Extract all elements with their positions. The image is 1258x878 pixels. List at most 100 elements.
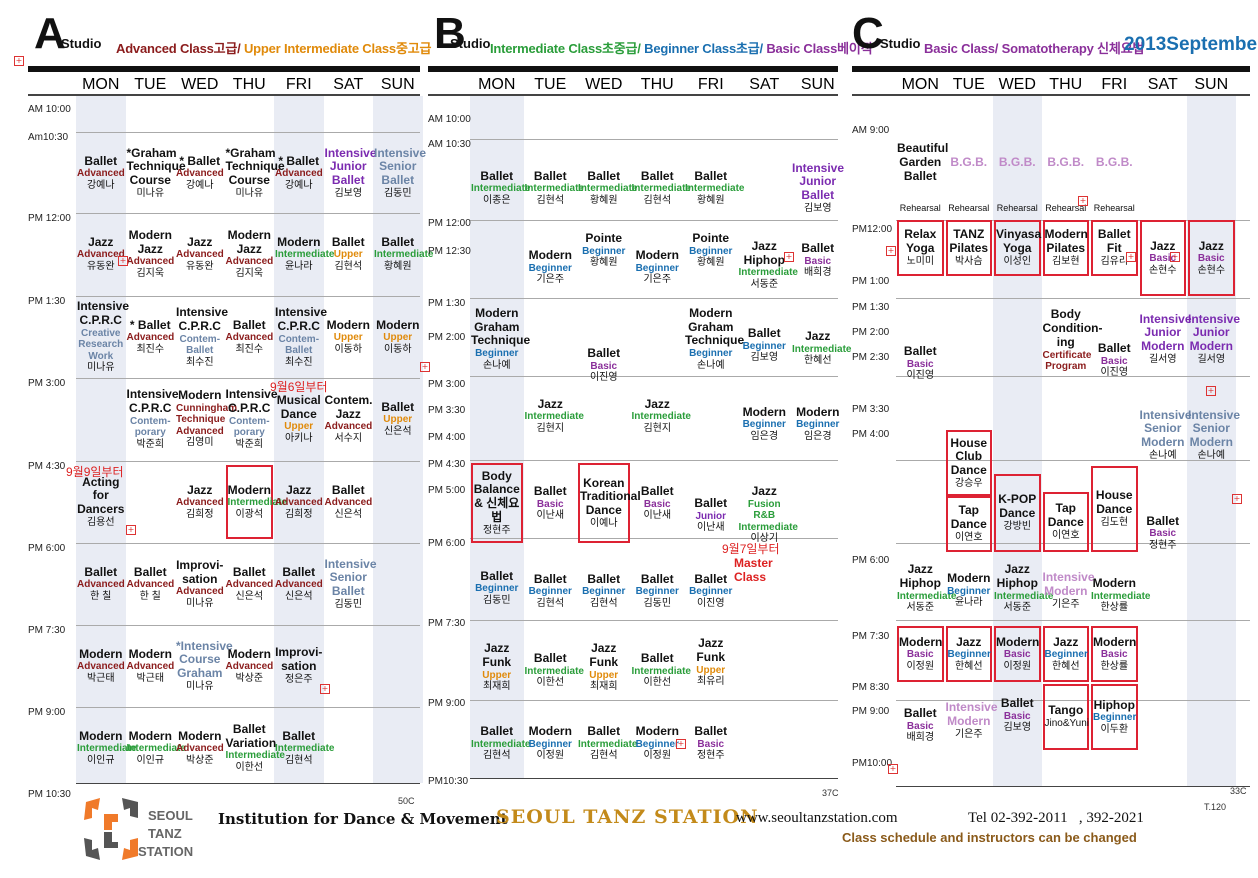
class-cell[interactable]: Ballet Basic 이진영 <box>897 336 944 391</box>
class-cell[interactable]: Modern Upper 이동하 <box>374 300 422 374</box>
class-cell[interactable]: Ballet Intermediate 황혜원 <box>685 158 744 218</box>
class-cell[interactable]: Improvi- sation Advanced 미나유 <box>176 547 224 621</box>
class-cell[interactable]: Jazz Hiphop Intermediate 서동준 <box>739 230 798 300</box>
class-cell[interactable]: Ballet Intermediate 김현석 <box>578 716 637 771</box>
class-cell[interactable]: Pointe Beginner 황혜원 <box>578 223 630 278</box>
class-cell[interactable]: Ballet Intermediate 김현석 <box>525 158 584 218</box>
class-cell[interactable]: Modern Beginner 임은경 <box>739 399 791 449</box>
class-cell[interactable]: Modern Advanced 박상준 <box>226 629 274 703</box>
class-cell[interactable]: Intensive Junior Ballet 김보영 <box>792 153 844 223</box>
class-cell[interactable]: Hiphop Beginner 이두환 <box>1091 684 1138 750</box>
class-cell[interactable]: Modern Intermediate 한상률 <box>1091 568 1150 623</box>
class-cell[interactable]: Ballet Intermediate 이한선 <box>525 643 584 698</box>
class-cell[interactable]: *Graham Technique Course 미나유 <box>226 136 285 210</box>
class-cell[interactable]: Modern Beginner 윤나라 <box>946 563 993 618</box>
class-cell[interactable]: Intensive Junior Modern 길서영 <box>1140 304 1192 374</box>
class-cell[interactable]: Ballet Basic 이진영 <box>578 343 630 388</box>
class-cell[interactable]: Jazz Beginner 한혜선 <box>1042 626 1089 682</box>
class-cell[interactable]: Ballet Junior 이난새 <box>685 488 737 543</box>
class-cell[interactable]: Rehearsal <box>946 201 993 215</box>
class-cell[interactable]: *Graham Technique Course 미나유 <box>127 136 186 210</box>
class-cell[interactable]: Rehearsal <box>897 201 944 215</box>
class-cell[interactable]: Jazz Funk Upper 최재희 <box>471 635 523 700</box>
class-cell[interactable]: Ballet Advanced 신은석 <box>325 465 373 539</box>
class-cell[interactable]: Ballet Intermediate 황혜원 <box>374 217 433 291</box>
class-cell[interactable]: House Club Dance 강승우 <box>945 430 992 496</box>
class-cell[interactable]: Intensive Senior Modern 손나예 <box>1188 400 1240 470</box>
class-cell[interactable]: Modern Beginner 기은주 <box>525 240 577 295</box>
class-cell[interactable]: Modern Graham Technique Beginner 손나예 <box>471 304 530 374</box>
class-cell[interactable]: Relax Yoga 노미미 <box>897 220 944 276</box>
class-cell[interactable]: Ballet Advanced 최진수 <box>226 300 274 374</box>
class-cell[interactable]: Jazz Intermediate 김현지 <box>632 386 691 446</box>
website-link[interactable]: www.seoultanzstation.com <box>736 810 898 826</box>
class-cell[interactable]: Tap Dance 이연호 <box>945 496 992 552</box>
class-cell[interactable]: Modern Beginner 이정원 <box>525 716 577 771</box>
class-cell[interactable]: Jazz Hiphop Intermediate 서동준 <box>897 556 956 621</box>
class-cell[interactable]: Rehearsal <box>994 201 1041 215</box>
class-cell[interactable]: * Ballet Advanced 최진수 <box>127 300 175 374</box>
class-cell[interactable]: Intensive Senior Ballet 김동민 <box>325 547 377 621</box>
class-cell[interactable]: Modern Intermediate 이인규 <box>127 711 186 785</box>
class-cell[interactable]: Modern Basic 이정원 <box>994 626 1041 682</box>
class-cell[interactable]: Beautiful Garden Ballet <box>897 138 948 188</box>
class-cell[interactable]: Intensive C.P.R.C Creative Research Work 미… <box>77 299 129 374</box>
class-cell[interactable]: Modern Advanced 박상준 <box>176 711 224 785</box>
class-cell[interactable]: Jazz Advanced 김희정 <box>275 465 323 539</box>
class-cell[interactable]: Modern Upper 이동하 <box>325 300 373 374</box>
class-cell[interactable]: Jazz Basic 손현수 <box>1139 220 1186 296</box>
class-cell[interactable]: Ballet Advanced 한 칠 <box>127 547 175 621</box>
class-cell[interactable]: *Intensive Course Graham 미나유 <box>176 629 233 703</box>
class-cell[interactable]: Jazz Advanced 유동완 <box>77 217 125 291</box>
class-cell[interactable]: Modern Graham Technique Beginner 손나예 <box>685 304 744 374</box>
class-cell[interactable]: Ballet Upper 김현석 <box>325 217 373 291</box>
class-cell[interactable]: Jazz Intermediate 김현지 <box>525 386 584 446</box>
class-cell[interactable]: Musical Dance Upper 아키나 <box>275 382 323 456</box>
class-cell[interactable]: Ballet Intermediate 이종은 <box>471 158 530 218</box>
class-cell[interactable]: Tap Dance 이연호 <box>1042 492 1089 552</box>
class-cell[interactable]: Intensive Senior Modern 손나예 <box>1140 400 1192 470</box>
class-cell[interactable]: Modern Intermediate 이인규 <box>77 711 136 785</box>
class-cell[interactable]: Intensive Junior Modern 길서영 <box>1188 304 1240 374</box>
class-cell[interactable]: Ballet Beginner 김동민 <box>471 558 523 618</box>
class-cell[interactable]: K-POP Dance 강방빈 <box>994 474 1041 552</box>
class-cell[interactable]: Intensive Senior Ballet 김동민 <box>374 136 426 210</box>
class-cell[interactable]: Ballet Basic 정현주 <box>1140 503 1187 563</box>
class-cell[interactable]: Jazz Fusion R&B Intermediate 이상기 <box>739 460 798 570</box>
class-cell[interactable]: Vinyasa Yoga 이성인 <box>994 220 1041 276</box>
class-cell[interactable]: Jazz Funk Upper 최유리 <box>685 630 737 695</box>
class-cell[interactable]: Pointe Beginner 황혜원 <box>685 223 737 278</box>
class-cell[interactable]: Ballet Fit 김유리 <box>1091 220 1138 276</box>
class-cell[interactable]: Ballet Upper 신은석 <box>374 382 422 456</box>
class-cell[interactable]: Modern Pilates 김보현 <box>1042 220 1089 276</box>
class-cell[interactable]: Ballet Intermediate 김현석 <box>275 711 334 785</box>
class-cell[interactable]: Ballet Advanced 강예나 <box>77 136 125 210</box>
class-cell[interactable]: Ballet Advanced 신은석 <box>226 547 274 621</box>
class-cell[interactable]: Ballet Advanced 한 칠 <box>77 547 125 621</box>
class-cell[interactable]: Modern Basic 이정원 <box>897 626 944 682</box>
class-cell[interactable]: Rehearsal <box>1043 201 1090 215</box>
class-cell[interactable]: Intensive Junior Ballet 김보영 <box>325 136 377 210</box>
class-cell[interactable]: Modern Advanced 박근태 <box>77 629 125 703</box>
class-cell[interactable]: Ballet Variation Intermediate 이한선 <box>226 711 285 785</box>
class-cell[interactable]: Modern Intermediate 윤나라 <box>275 217 334 291</box>
class-cell[interactable]: Jazz Advanced 유동완 <box>176 217 224 291</box>
class-cell[interactable]: Jazz Basic 손현수 <box>1188 220 1235 296</box>
class-cell[interactable]: B.G.B. <box>946 153 993 173</box>
class-cell[interactable]: Ballet Intermediate 김현석 <box>632 158 691 218</box>
class-cell[interactable]: Ballet Basic 이난새 <box>632 476 684 531</box>
class-cell[interactable]: Ballet Basic 배희경 <box>792 233 844 288</box>
class-cell[interactable]: Contem. Jazz Advanced 서수지 <box>325 382 373 456</box>
class-cell[interactable]: Intensive C.P.R.C Contem- porary 박준희 <box>226 382 278 456</box>
class-cell[interactable]: Modern Jazz Advanced 김지욱 <box>127 217 175 291</box>
class-cell[interactable]: * Ballet Advanced 강예나 <box>275 136 323 210</box>
class-cell[interactable]: Ballet Intermediate 황혜원 <box>578 158 637 218</box>
class-cell[interactable]: Intensive C.P.R.C Contem- Ballet 최수진 <box>176 300 228 374</box>
class-cell[interactable]: Modern Jazz Advanced 김지욱 <box>226 217 274 291</box>
class-cell[interactable]: Intensive C.P.R.C Contem- porary 박준희 <box>127 382 179 456</box>
class-cell[interactable]: * Ballet Advanced 강예나 <box>176 136 224 210</box>
class-cell[interactable]: Ballet Basic 정현주 <box>685 716 737 771</box>
class-cell[interactable]: Jazz Hiphop Intermediate 서동준 <box>994 556 1053 621</box>
class-cell[interactable]: Ballet Advanced 신은석 <box>275 547 323 621</box>
class-cell[interactable]: Ballet Beginner 이진영 <box>685 561 737 621</box>
